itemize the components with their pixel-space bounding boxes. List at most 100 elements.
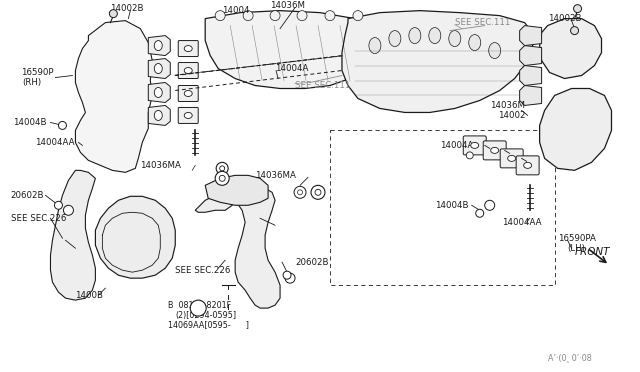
Text: 14036M: 14036M bbox=[270, 1, 305, 10]
Polygon shape bbox=[76, 20, 152, 172]
Circle shape bbox=[283, 271, 291, 279]
Text: 16590PA: 16590PA bbox=[557, 234, 595, 243]
Circle shape bbox=[353, 11, 363, 20]
Ellipse shape bbox=[154, 110, 163, 121]
Polygon shape bbox=[540, 19, 602, 78]
Circle shape bbox=[571, 27, 579, 35]
Text: 14002: 14002 bbox=[498, 111, 525, 120]
Polygon shape bbox=[95, 196, 175, 278]
Ellipse shape bbox=[449, 31, 461, 46]
Text: SEE SEC.111: SEE SEC.111 bbox=[295, 81, 351, 90]
Circle shape bbox=[219, 175, 225, 181]
Circle shape bbox=[325, 11, 335, 20]
Circle shape bbox=[484, 200, 495, 210]
Circle shape bbox=[285, 273, 295, 283]
Text: 14004B: 14004B bbox=[435, 201, 468, 210]
Circle shape bbox=[243, 11, 253, 20]
Text: 14069AA[0595-      ]: 14069AA[0595- ] bbox=[168, 321, 249, 330]
Circle shape bbox=[58, 121, 67, 129]
Text: A’·(0‸ 0’·08: A’·(0‸ 0’·08 bbox=[548, 353, 591, 363]
Text: SEE SEC.226: SEE SEC.226 bbox=[10, 214, 66, 223]
Circle shape bbox=[216, 162, 228, 174]
Ellipse shape bbox=[184, 46, 192, 52]
Circle shape bbox=[54, 201, 63, 209]
Ellipse shape bbox=[508, 155, 516, 161]
Circle shape bbox=[311, 185, 325, 199]
Ellipse shape bbox=[524, 162, 532, 169]
FancyBboxPatch shape bbox=[500, 149, 523, 168]
Polygon shape bbox=[520, 86, 541, 106]
Text: SEE SEC.226: SEE SEC.226 bbox=[175, 266, 230, 275]
Text: 20602B: 20602B bbox=[10, 191, 44, 200]
Circle shape bbox=[297, 11, 307, 20]
Polygon shape bbox=[342, 11, 534, 112]
Ellipse shape bbox=[184, 68, 192, 74]
FancyBboxPatch shape bbox=[179, 86, 198, 102]
Ellipse shape bbox=[184, 112, 192, 118]
Text: 16590P: 16590P bbox=[20, 68, 53, 77]
Text: (LH): (LH) bbox=[568, 244, 586, 253]
FancyBboxPatch shape bbox=[179, 41, 198, 57]
Text: (2)[0294-0595]: (2)[0294-0595] bbox=[175, 311, 236, 320]
Text: 14004A: 14004A bbox=[440, 141, 473, 150]
Circle shape bbox=[270, 11, 280, 20]
Polygon shape bbox=[205, 175, 268, 205]
Polygon shape bbox=[520, 46, 541, 65]
Text: B  08120-8201F: B 08120-8201F bbox=[168, 301, 232, 310]
Polygon shape bbox=[148, 36, 170, 55]
Circle shape bbox=[215, 11, 225, 20]
Circle shape bbox=[315, 189, 321, 195]
FancyBboxPatch shape bbox=[463, 136, 486, 155]
Circle shape bbox=[476, 209, 484, 217]
Text: 14002B: 14002B bbox=[548, 14, 581, 23]
FancyBboxPatch shape bbox=[179, 108, 198, 124]
Text: 1400B: 1400B bbox=[76, 291, 104, 299]
Polygon shape bbox=[51, 170, 95, 300]
Text: 14036MA: 14036MA bbox=[255, 171, 296, 180]
Polygon shape bbox=[520, 65, 541, 86]
Ellipse shape bbox=[471, 142, 479, 148]
Text: SEE SEC.111: SEE SEC.111 bbox=[455, 18, 510, 27]
Circle shape bbox=[63, 205, 74, 215]
FancyBboxPatch shape bbox=[179, 62, 198, 78]
Polygon shape bbox=[540, 89, 611, 170]
Polygon shape bbox=[148, 106, 170, 125]
Text: 14004A: 14004A bbox=[275, 64, 308, 73]
Text: 14004B: 14004B bbox=[13, 118, 46, 127]
Circle shape bbox=[573, 4, 582, 13]
Polygon shape bbox=[205, 11, 380, 89]
Circle shape bbox=[109, 10, 117, 17]
Ellipse shape bbox=[154, 64, 163, 74]
Ellipse shape bbox=[429, 28, 441, 44]
Ellipse shape bbox=[154, 87, 163, 97]
Text: FRONT: FRONT bbox=[575, 247, 610, 257]
Ellipse shape bbox=[369, 38, 381, 54]
Polygon shape bbox=[195, 186, 280, 308]
FancyBboxPatch shape bbox=[516, 156, 539, 175]
Text: 14036MA: 14036MA bbox=[140, 161, 181, 170]
Ellipse shape bbox=[154, 41, 163, 51]
Ellipse shape bbox=[468, 35, 481, 51]
Circle shape bbox=[298, 190, 303, 195]
Circle shape bbox=[215, 171, 229, 185]
Text: (RH): (RH) bbox=[22, 78, 42, 87]
Circle shape bbox=[467, 152, 473, 159]
Text: 14004: 14004 bbox=[222, 6, 250, 15]
Text: 14004AA: 14004AA bbox=[502, 218, 541, 227]
Text: 14004AA: 14004AA bbox=[35, 138, 75, 147]
Circle shape bbox=[220, 166, 225, 171]
Text: 14002B: 14002B bbox=[110, 4, 144, 13]
Text: B: B bbox=[195, 304, 201, 312]
FancyBboxPatch shape bbox=[483, 141, 506, 160]
Text: 14036M: 14036M bbox=[490, 101, 525, 110]
Text: 20602B: 20602B bbox=[295, 258, 328, 267]
Ellipse shape bbox=[491, 147, 499, 153]
Polygon shape bbox=[520, 26, 541, 46]
Polygon shape bbox=[148, 58, 170, 78]
Polygon shape bbox=[148, 83, 170, 102]
Ellipse shape bbox=[409, 28, 421, 44]
Ellipse shape bbox=[184, 90, 192, 96]
Ellipse shape bbox=[489, 42, 500, 58]
Circle shape bbox=[294, 186, 306, 198]
Circle shape bbox=[190, 300, 206, 316]
